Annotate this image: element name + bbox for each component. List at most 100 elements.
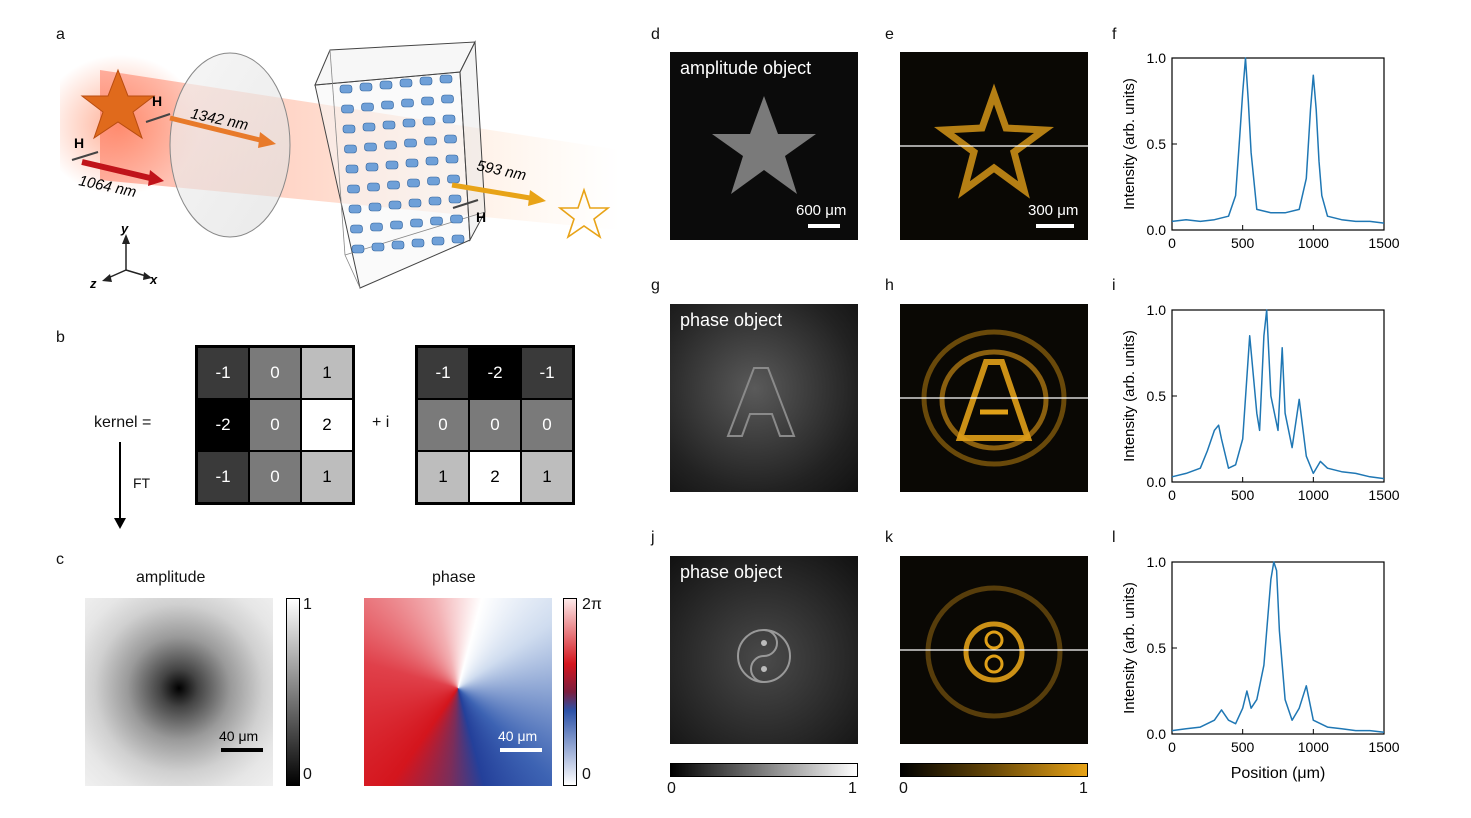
domain-cylinder	[362, 122, 376, 132]
domain-cylinder	[442, 114, 456, 124]
domain-cylinder	[427, 176, 440, 186]
x-tick-label: 500	[1231, 235, 1255, 251]
domain-cylinder	[405, 158, 419, 168]
schematic-diagram: H H H 1342 nm 1064 nm 593 nm y z x	[60, 40, 620, 291]
panel-label-l: l	[1112, 529, 1116, 546]
domain-cylinder	[421, 96, 434, 106]
panel-label-c: c	[56, 551, 64, 568]
kernel-imag-cell: 0	[417, 399, 469, 451]
down-arrow-icon	[114, 518, 126, 529]
domain-cylinder	[422, 116, 436, 126]
yinyang-edge	[963, 621, 1025, 683]
x-tick-label: 500	[1231, 487, 1255, 503]
y-tick-label: 0.5	[1147, 640, 1167, 656]
domain-cylinder	[370, 222, 383, 232]
d-scalebar-label: 600 μm	[796, 202, 847, 219]
domain-cylinder	[368, 202, 382, 212]
domain-cylinder	[364, 142, 377, 152]
x-tick-label: 1000	[1298, 739, 1329, 755]
output-arrow-593	[451, 182, 531, 201]
kernel-imag-cell: 1	[521, 451, 573, 503]
panel-label-a: a	[56, 26, 65, 43]
y-axis-label: Intensity (arb. units)	[1121, 78, 1138, 210]
star-output-icon	[557, 187, 611, 240]
amp-colorbar-max: 1	[303, 596, 312, 613]
kernel-label: kernel =	[94, 414, 152, 431]
domain-cylinder	[401, 98, 414, 108]
phase-scalebar-label: 40 μm	[498, 728, 538, 744]
polarization-arrow-icon	[145, 113, 171, 123]
domain-cylinder	[348, 204, 362, 214]
amplitude-title: amplitude	[136, 569, 206, 586]
ft-label: FT	[133, 475, 151, 491]
kernel-imag-cell: 2	[469, 451, 521, 503]
domain-cylinder	[407, 178, 420, 188]
kernel-imag-cell: -2	[469, 347, 521, 399]
e-scalebar	[1036, 224, 1074, 228]
panel-label-g: g	[651, 277, 660, 294]
domain-cylinder	[445, 154, 459, 164]
kernel-imag-matrix: -1 -2 -1 0 0 0 1 2 1	[415, 345, 575, 505]
panel-label-b: b	[56, 329, 65, 346]
domain-cylinder	[444, 134, 457, 144]
domain-cylinder	[430, 216, 443, 226]
amplitude-scalebar-label: 40 μm	[219, 728, 259, 744]
edge-image-star: 300 μm	[900, 52, 1088, 240]
phase-scalebar	[500, 748, 542, 752]
signal-arrow-1342	[169, 115, 261, 143]
x-axis-label: Position (μm)	[1231, 765, 1326, 782]
y-tick-label: 0.0	[1147, 222, 1167, 238]
domain-cylinder	[365, 162, 379, 172]
pump-arrow-1064	[81, 159, 151, 181]
amplitude-map: 40 μm	[85, 598, 273, 786]
kernel-imag-cell: 0	[469, 399, 521, 451]
panel-label-j: j	[651, 529, 655, 546]
x-tick-label: 0	[1168, 739, 1176, 755]
domain-cylinder	[388, 200, 402, 210]
amplitude-scalebar	[221, 748, 263, 752]
phase-colorbar	[563, 598, 577, 786]
kernel-real-cell: -1	[197, 347, 249, 399]
profile-plot-i: 0 500 1000 1500 0.0 0.5 1.0 Intensity (arb. uni…	[1121, 302, 1400, 503]
amplitude-colorbar	[286, 598, 300, 786]
domain-cylinder	[350, 224, 363, 234]
amp-colorbar-min: 0	[303, 766, 312, 783]
letter-a-edge	[955, 359, 1033, 441]
kernel-real-cell: 1	[301, 451, 353, 503]
x-tick-label: 1000	[1298, 235, 1329, 251]
domain-cylinder	[347, 184, 360, 194]
phase-colorbar-max: 2π	[582, 596, 602, 613]
domain-cylinder	[379, 80, 393, 90]
phase-object-caption-j: phase object	[680, 562, 783, 582]
gray-colorbar-min: 0	[667, 780, 676, 797]
panel-label-i: i	[1112, 277, 1116, 294]
plot-frame	[1171, 309, 1385, 483]
panel-label-h: h	[885, 277, 894, 294]
phase-object-image-a: phase object	[670, 304, 858, 492]
kernel-real-cell: -2	[197, 399, 249, 451]
pol-label-mid: H	[152, 93, 162, 109]
domain-cylinder	[387, 180, 400, 190]
intensity-series-line	[1171, 57, 1385, 224]
domain-cylinder	[361, 102, 374, 112]
star-edge	[934, 83, 1054, 199]
intensity-series-line	[1171, 309, 1385, 480]
y-tick-label: 1.0	[1147, 50, 1167, 66]
x-tick-label: 1500	[1368, 487, 1399, 503]
phase-colorbar-min: 0	[582, 766, 591, 783]
domain-cylinder	[341, 104, 354, 114]
x-tick-label: 1500	[1368, 739, 1399, 755]
domain-cylinder	[411, 238, 425, 248]
domain-cylinder	[448, 194, 462, 204]
y-tick-label: 0.5	[1147, 136, 1167, 152]
x-tick-label: 500	[1231, 739, 1255, 755]
domain-cylinder	[428, 196, 442, 206]
domain-cylinder	[447, 174, 460, 184]
d-scalebar	[808, 224, 840, 228]
domain-cylinder	[351, 244, 365, 254]
domain-cylinder	[384, 140, 397, 150]
coordinate-axes	[102, 234, 152, 282]
domain-cylinder	[451, 234, 465, 244]
intensity-series-line	[1171, 561, 1385, 734]
plot-frame	[1171, 57, 1385, 231]
